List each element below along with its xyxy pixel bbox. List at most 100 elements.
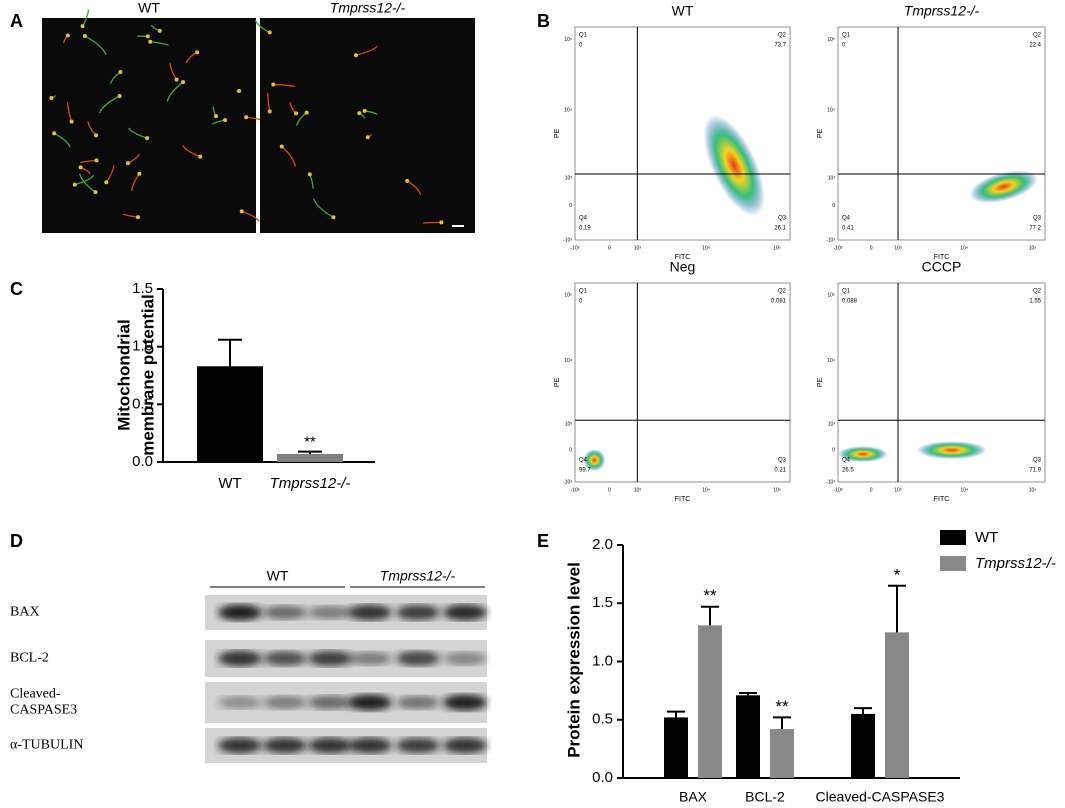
cell-head — [214, 114, 219, 119]
blot-band — [263, 737, 307, 754]
quadrant-name: Q1 — [842, 289, 851, 295]
cell-trace — [98, 95, 120, 114]
blot-band — [263, 696, 307, 709]
y-axis-label: PE — [817, 129, 824, 139]
blot-band — [218, 737, 262, 754]
cell-head — [78, 165, 83, 170]
x-tick-label: 10⁵ — [1029, 487, 1037, 493]
y-tick-label: 0.5 — [132, 395, 153, 412]
y-tick-label: -10³ — [563, 479, 572, 485]
blot-band — [396, 737, 440, 754]
cell-trace — [74, 174, 95, 186]
blot-band — [443, 694, 487, 711]
cell-head — [244, 115, 249, 120]
cell-trace — [241, 210, 260, 222]
bar — [698, 625, 722, 778]
y-tick-label: 10⁵ — [564, 292, 572, 298]
blot-band — [218, 696, 262, 709]
cell-head — [80, 24, 85, 29]
cell-head — [279, 144, 284, 149]
bar — [770, 729, 794, 778]
plot-title: CCCP — [922, 259, 962, 275]
x-tick-label: 10⁵ — [1029, 245, 1037, 251]
blot-band — [348, 694, 392, 711]
protein-label: CASPASE3 — [10, 703, 77, 718]
panel-letter: B — [537, 11, 550, 31]
quadrant-value: 0 — [579, 43, 583, 49]
quadrant-value: 77.2 — [1029, 226, 1041, 232]
quadrant-value: 0 — [842, 43, 846, 49]
y-tick-label: 0.0 — [132, 453, 153, 470]
panel-letter: C — [10, 279, 23, 299]
cell-trace — [273, 83, 295, 88]
y-tick-label: 10⁵ — [564, 37, 572, 43]
protein-label: Cleaved- — [10, 687, 61, 702]
panel-letter: E — [537, 531, 549, 551]
cell-head — [93, 190, 98, 195]
blot-band — [348, 652, 392, 665]
x-tick-label: 10⁴ — [960, 245, 968, 251]
cell-head — [174, 77, 179, 82]
x-tick-label: BAX — [679, 789, 708, 805]
cell-head — [353, 53, 358, 58]
quadrant-value: 0.088 — [842, 299, 858, 305]
cell-head — [181, 80, 186, 85]
cell-head — [405, 178, 410, 183]
y-tick-label: 1.0 — [592, 652, 613, 669]
micrograph — [260, 18, 475, 233]
y-axis-label: PE — [554, 378, 561, 388]
blot-band — [396, 604, 440, 621]
quadrant-value: 1.55 — [1029, 299, 1041, 305]
y-tick-label: 2.0 — [592, 536, 613, 553]
y-tick-label: 10³ — [565, 176, 573, 182]
density-cloud — [916, 441, 987, 460]
density-cloud — [583, 449, 606, 472]
x-tick-label: 10⁴ — [702, 487, 710, 493]
blot-band — [263, 651, 307, 666]
blot-band — [308, 737, 352, 754]
cell-head — [137, 171, 142, 176]
x-tick-label: -10³ — [571, 245, 580, 251]
x-tick-label: 0 — [870, 487, 873, 493]
scale-bar — [452, 225, 464, 227]
blot-band — [396, 651, 440, 666]
cell-head — [117, 94, 122, 99]
x-tick-label: -10³ — [834, 245, 843, 251]
quadrant-value: 26.1 — [774, 226, 786, 232]
blot-band — [443, 604, 487, 621]
blot-band — [218, 650, 262, 667]
legend-swatch — [940, 556, 966, 571]
blot-band — [348, 604, 392, 621]
y-axis-label: membrane potential — [138, 294, 157, 456]
bar — [736, 695, 760, 778]
quadrant-value: 0 — [579, 299, 583, 305]
cell-head — [362, 108, 367, 113]
cell-trace — [78, 173, 96, 193]
cell-head — [267, 109, 272, 114]
plot-title: Neg — [670, 259, 696, 275]
bar — [664, 717, 688, 778]
quadrant-name: Q2 — [1033, 33, 1042, 39]
quadrant-name: Q3 — [778, 216, 787, 222]
plot-frame — [837, 282, 1046, 483]
cell-head — [223, 118, 228, 123]
x-tick-label: 10⁵ — [773, 487, 781, 493]
density-cloud — [703, 114, 765, 217]
cell-head — [118, 70, 123, 75]
cell-trace — [166, 81, 184, 102]
quadrant-name: Q2 — [1033, 289, 1042, 295]
x-tick-label: WT — [218, 475, 241, 492]
cell-head — [82, 34, 87, 39]
blot-band — [396, 695, 440, 710]
cell-trace — [313, 198, 334, 218]
quadrant-value: 99.7 — [579, 468, 591, 474]
blot-band — [308, 650, 352, 667]
x-tick-label: 10³ — [634, 487, 642, 493]
plot-frame — [574, 26, 791, 241]
cell-head — [294, 111, 299, 116]
cell-head — [135, 215, 140, 220]
micrograph — [42, 18, 256, 233]
cell-head — [52, 131, 57, 136]
x-tick-label: 10³ — [894, 245, 902, 251]
x-tick-label: 10⁴ — [960, 487, 968, 493]
